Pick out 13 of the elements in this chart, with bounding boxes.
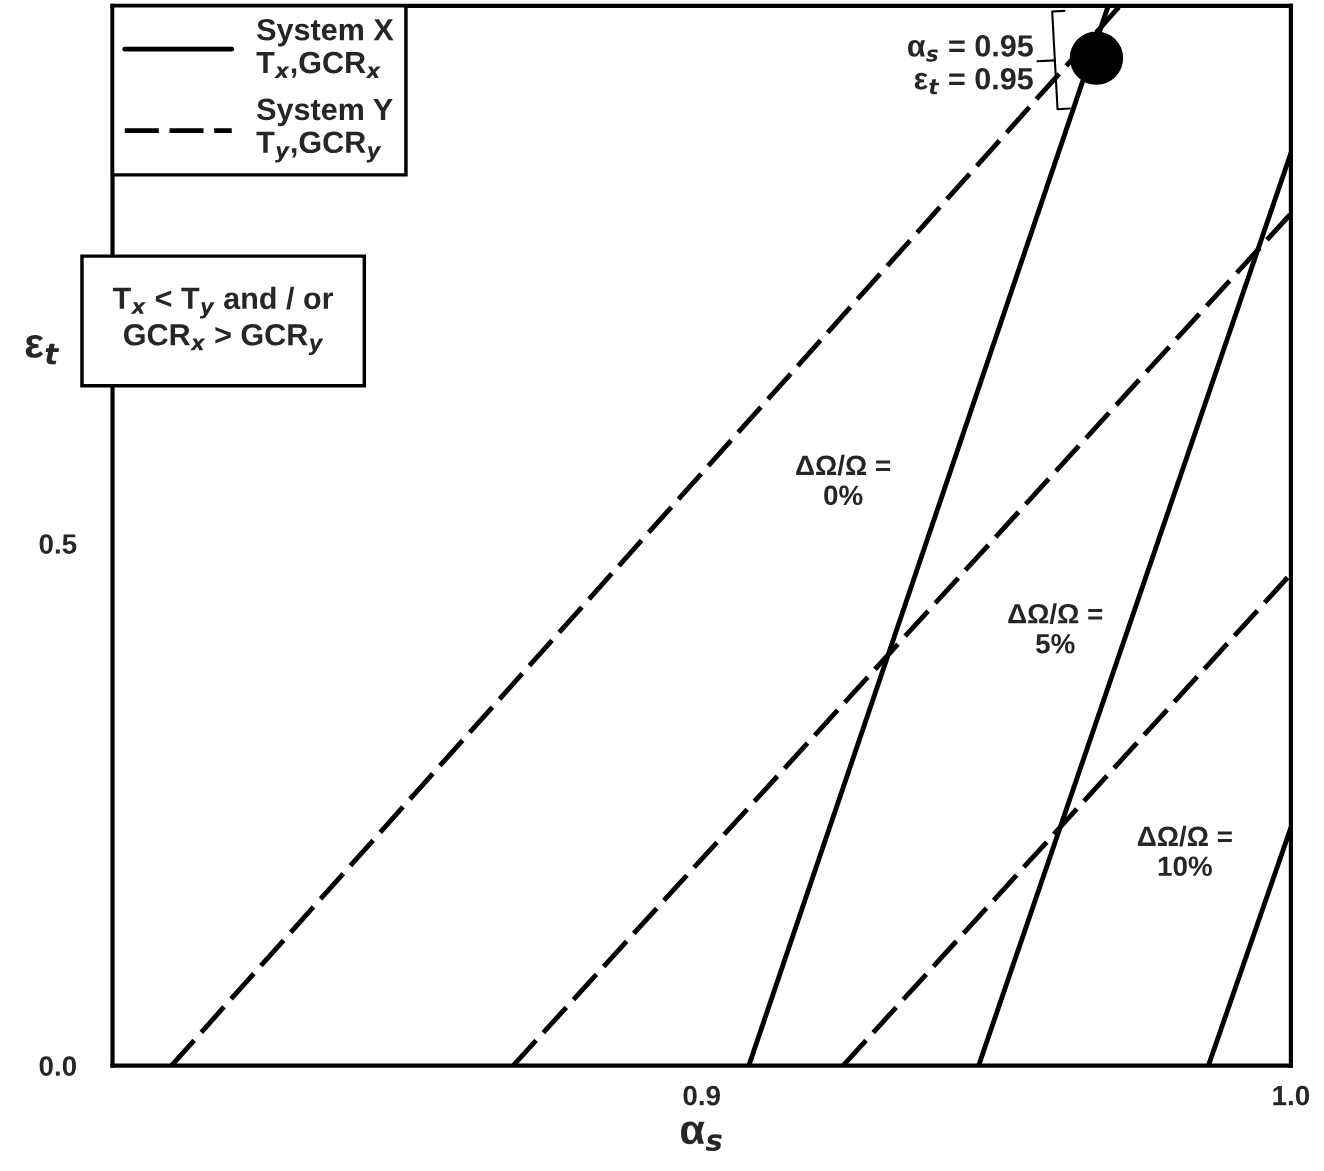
y-tick-label: 0.0 <box>39 1056 76 1076</box>
annotation: ΔΩ/Ω = 0% <box>796 454 891 506</box>
legend-label: System X T$_{x}$,GCR$_{x}$ <box>256 18 394 79</box>
y-tick-label: 0.5 <box>39 534 77 554</box>
annotation: ΔΩ/Ω = 10% <box>1137 825 1232 877</box>
text: T$_{x}$ < T$_{y}$ and / or GCR$_{x}$ > GCR$_{y}$ <box>112 286 334 355</box>
y-axis-title: ε$_{t}$ <box>25 335 60 365</box>
annotation: ΔΩ/Ω = 5% <box>1008 603 1103 654</box>
x-tick-label: 1.0 <box>1273 1085 1310 1106</box>
x-tick-label: 0.9 <box>683 1085 720 1106</box>
legend-label: System Y T$_{y}$,GCR$_{y}$ <box>256 98 393 163</box>
x-axis-title: α$_{s}$ <box>681 1121 722 1152</box>
annotation: α$_{s}$ = 0.95 ε$_{t}$ = 0.95 <box>908 35 1033 95</box>
